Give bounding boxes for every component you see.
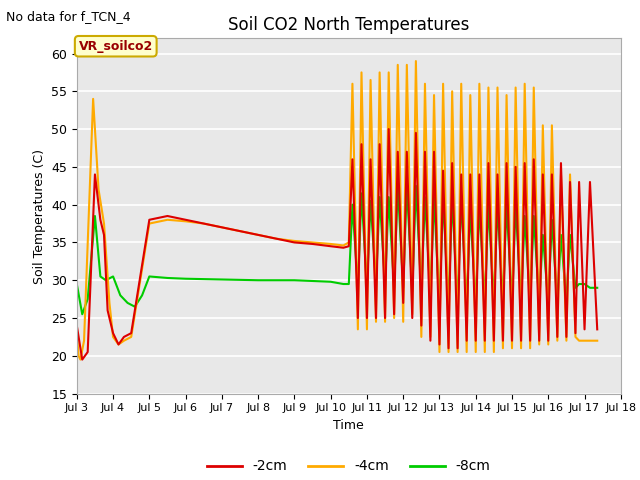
Text: No data for f_TCN_4: No data for f_TCN_4 <box>6 10 131 23</box>
Legend: -2cm, -4cm, -8cm: -2cm, -4cm, -8cm <box>202 454 496 479</box>
Y-axis label: Soil Temperatures (C): Soil Temperatures (C) <box>33 148 45 284</box>
X-axis label: Time: Time <box>333 419 364 432</box>
Title: Soil CO2 North Temperatures: Soil CO2 North Temperatures <box>228 16 470 34</box>
Text: VR_soilco2: VR_soilco2 <box>79 40 153 53</box>
